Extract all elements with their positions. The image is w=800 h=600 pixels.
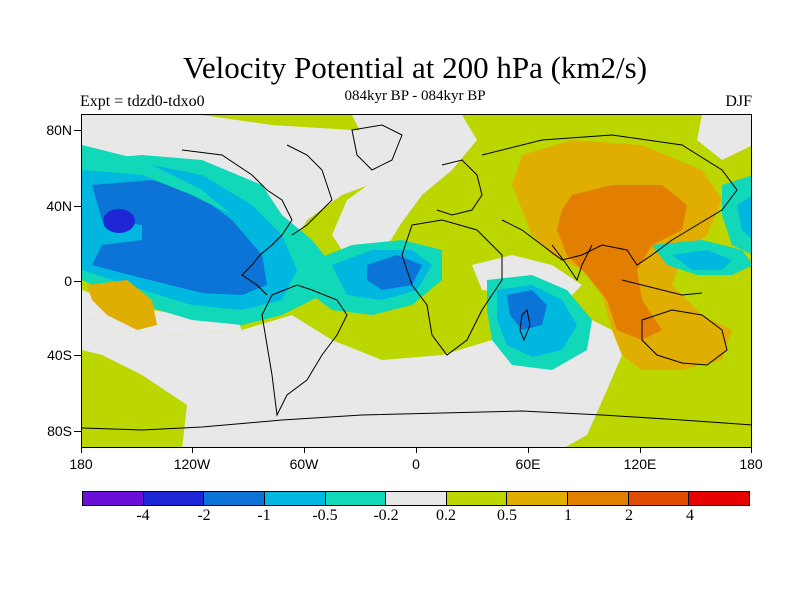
coast-india [551,244,593,282]
colorbar-box-2 [143,492,205,505]
season-label: DJF [725,93,752,110]
coast-madagascar [519,308,531,342]
contour-neutral-arctic [697,115,751,160]
plot-subtitle: 084kyr BP - 084kyr BP [344,88,486,104]
lon-tick-120e [640,447,641,453]
contour-gold-spacific [87,280,157,330]
lat-tick-80n [74,130,81,131]
colorbar-label-5: -0.2 [373,507,399,524]
map-frame [81,114,752,448]
lon-tick-60e [528,447,529,453]
colorbar-box-5 [325,492,387,505]
lon-tick-60w [304,447,305,453]
lat-label-0: 0 [64,273,72,289]
coast-antarctica [82,410,751,431]
velocity-potential-map [82,115,751,447]
coast-north-america-east [286,144,333,236]
contour-cyan-wpacific [672,250,732,270]
lat-tick-40s [74,355,81,356]
colorbar-box-1 [83,492,144,505]
colorbar-label-7: 0.5 [497,507,517,524]
lat-label-40s: 40S [47,347,72,363]
colorbar-box-3 [204,492,265,505]
lon-label-180e: 180 [739,456,763,472]
colorbar-box-4 [264,492,326,505]
lat-tick-80s [74,431,81,432]
lat-label-40n: 40N [46,198,72,214]
contour-cyan-east [737,196,751,239]
contour-blue-atlantic [367,255,422,290]
colorbar-label-3: -1 [257,507,271,524]
colorbar-box-10 [628,492,690,505]
coast-south-america [261,284,348,417]
contour-turquoise-east [722,175,751,255]
lon-label-180w: 180 [69,456,93,472]
lon-label-60e: 60E [515,456,541,472]
coast-africa [401,219,503,356]
lon-label-60w: 60W [289,456,319,472]
contour-neutral-pacific [82,290,242,335]
lon-label-120e: 120E [623,456,657,472]
lon-tick-180w [81,447,82,453]
contour-neutral-south [82,300,622,447]
colorbar [82,491,750,506]
lat-label-80n: 80N [46,122,72,138]
colorbar-label-9: 2 [625,507,633,524]
colorbar-label-10: 4 [686,507,694,524]
coastlines [82,124,751,431]
contour-blue-pacific [92,180,267,295]
colorbar-label-4: -0.5 [312,507,338,524]
coast-asia [481,134,738,266]
contour-orange-asia [557,185,687,340]
lon-tick-180e [751,447,752,453]
contour-neutral-atlantic [332,115,477,265]
colorbar-box-6 [386,492,447,505]
coast-indonesia [621,279,703,296]
coast-greenland [351,124,403,171]
lon-label-120w: 120W [173,456,211,472]
lon-label-0: 0 [412,456,420,472]
colorbar-label-8: 1 [564,507,572,524]
plot-title: Velocity Potential at 200 hPa (km2/s) [182,50,648,85]
coast-europe [436,159,483,216]
lon-tick-0 [416,447,417,453]
colorbar-label-1: -4 [136,507,150,524]
lat-tick-0 [74,281,81,282]
colorbar-box-9 [568,492,629,505]
contour-turquoise-north [82,145,232,215]
coast-australia [641,309,728,366]
coast-north-america [181,149,293,296]
lon-tick-120w [192,447,193,453]
colorbar-box-11 [689,492,750,505]
experiment-label: Expt = tdzd0-tdxo0 [80,93,205,110]
lat-label-80s: 80S [47,423,72,439]
contour-darkblue-pacific [103,209,135,233]
colorbar-label-2: -2 [197,507,211,524]
colorbar-box-7 [446,492,508,505]
colorbar-label-6: 0.2 [436,507,456,524]
lat-tick-40n [74,206,81,207]
colorbar-box-8 [507,492,569,505]
